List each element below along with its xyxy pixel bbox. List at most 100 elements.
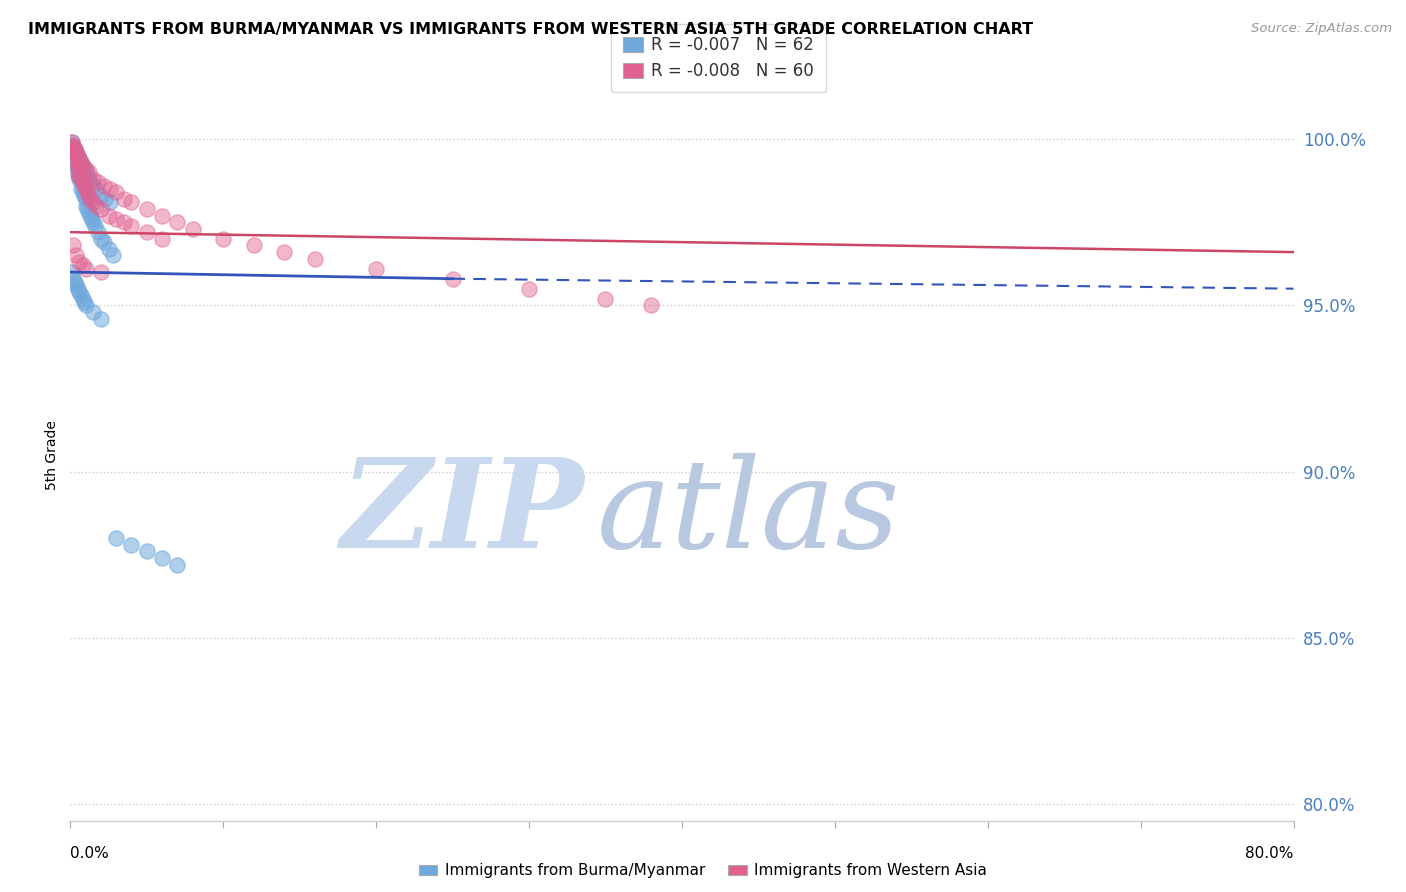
Point <box>73 161 96 176</box>
Point <box>76 202 98 216</box>
Point <box>101 248 124 262</box>
Point <box>243 238 266 252</box>
Text: ZIP: ZIP <box>340 452 583 574</box>
Text: 80.0%: 80.0% <box>1246 846 1294 861</box>
Point <box>73 295 96 310</box>
Point <box>60 265 83 279</box>
Text: atlas: atlas <box>596 452 900 574</box>
Point <box>82 215 104 229</box>
Point <box>72 159 94 173</box>
Text: Source: ZipAtlas.com: Source: ZipAtlas.com <box>1251 22 1392 36</box>
Point <box>77 165 100 179</box>
Point <box>66 169 89 183</box>
Point <box>112 192 135 206</box>
Point <box>98 195 121 210</box>
Point <box>82 172 104 186</box>
Point <box>75 261 97 276</box>
Point <box>72 292 94 306</box>
Point <box>72 159 94 173</box>
Point <box>97 242 120 256</box>
Point <box>90 311 112 326</box>
Point <box>77 205 100 219</box>
Point <box>273 245 295 260</box>
Point <box>69 152 91 166</box>
Point <box>65 152 87 166</box>
Point <box>150 232 173 246</box>
Point <box>63 142 86 156</box>
Point <box>75 165 97 179</box>
Point <box>166 215 188 229</box>
Point <box>77 172 100 186</box>
Point <box>73 178 96 193</box>
Point <box>63 149 86 163</box>
Point <box>70 182 93 196</box>
Point <box>75 161 97 176</box>
Point <box>62 138 84 153</box>
Point <box>87 175 110 189</box>
Point <box>66 149 89 163</box>
Point <box>93 178 115 193</box>
Point <box>79 192 101 206</box>
Point <box>69 285 91 299</box>
Point <box>90 202 112 216</box>
Point <box>62 271 84 285</box>
Point <box>65 159 87 173</box>
Point <box>121 538 143 552</box>
Point <box>60 136 83 150</box>
Point <box>135 544 157 558</box>
Point <box>112 215 135 229</box>
Point <box>75 198 97 212</box>
Point <box>69 165 91 179</box>
Point <box>65 155 87 169</box>
Point <box>65 278 87 293</box>
Point <box>69 255 91 269</box>
Point <box>135 225 157 239</box>
Point <box>63 152 86 166</box>
Point <box>70 288 93 302</box>
Point <box>63 145 86 160</box>
Point <box>66 165 89 179</box>
Y-axis label: 5th Grade: 5th Grade <box>45 420 59 490</box>
Point <box>77 188 100 202</box>
Point <box>105 531 128 545</box>
Point <box>75 298 97 312</box>
Point <box>98 182 121 196</box>
Point <box>72 175 94 189</box>
Legend: Immigrants from Burma/Myanmar, Immigrants from Western Asia: Immigrants from Burma/Myanmar, Immigrant… <box>413 857 993 884</box>
Point <box>72 186 94 200</box>
Point <box>105 211 128 226</box>
Point <box>121 195 143 210</box>
Point <box>366 261 388 276</box>
Point <box>93 235 115 249</box>
Point <box>82 178 104 193</box>
Point <box>69 152 91 166</box>
Point <box>66 149 89 163</box>
Point <box>87 225 110 239</box>
Point <box>70 155 93 169</box>
Point <box>640 298 662 312</box>
Point <box>69 169 91 183</box>
Point <box>62 142 84 156</box>
Point <box>84 182 107 196</box>
Point <box>150 209 173 223</box>
Point <box>90 188 112 202</box>
Point <box>595 292 617 306</box>
Point <box>60 136 83 150</box>
Point <box>63 142 86 156</box>
Point <box>75 182 97 196</box>
Point <box>79 209 101 223</box>
Text: 0.0%: 0.0% <box>70 846 110 861</box>
Point <box>212 232 235 246</box>
Point <box>82 305 104 319</box>
Point <box>75 192 97 206</box>
Point <box>63 155 86 169</box>
Point <box>84 198 107 212</box>
Point <box>73 188 96 202</box>
Point <box>82 195 104 210</box>
Point <box>517 282 540 296</box>
Point <box>62 138 84 153</box>
Point <box>62 238 84 252</box>
Point <box>72 259 94 273</box>
Point <box>66 159 89 173</box>
Legend: R = -0.007   N = 62, R = -0.008   N = 60: R = -0.007 N = 62, R = -0.008 N = 60 <box>612 24 825 92</box>
